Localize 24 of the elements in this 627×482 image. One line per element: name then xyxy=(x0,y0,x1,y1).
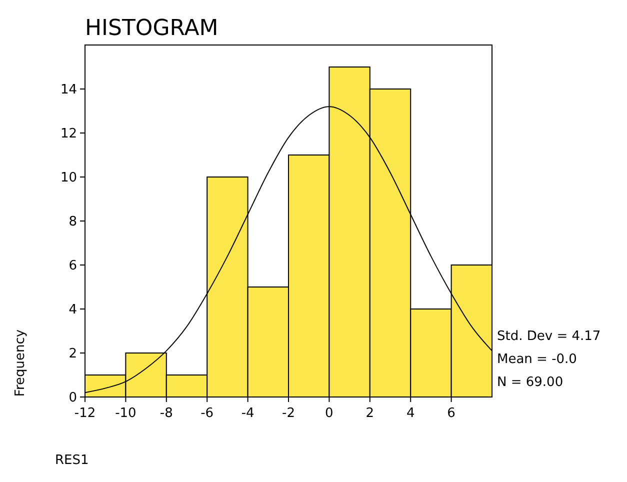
x-tick-label: -12 xyxy=(74,406,96,421)
y-tick-label: 6 xyxy=(68,258,77,274)
y-tick-label: 0 xyxy=(68,390,77,406)
x-tick-label: -2 xyxy=(282,406,295,421)
x-tick-label: -6 xyxy=(200,406,214,421)
x-tick-label: 4 xyxy=(406,406,415,421)
y-tick-label: 14 xyxy=(60,82,77,98)
chart-title: HISTOGRAM xyxy=(85,16,218,41)
y-tick-label: 12 xyxy=(60,126,77,142)
y-tick-label: 8 xyxy=(68,214,77,230)
x-tick-label: 6 xyxy=(447,406,456,421)
text: Mean = -0.0 xyxy=(497,352,577,367)
x-tick-label: 2 xyxy=(366,406,374,421)
x-axis-title: RES1 xyxy=(55,453,89,468)
text: N = 69.00 xyxy=(497,375,564,390)
x-tick-label: -4 xyxy=(241,406,254,421)
text: Std. Dev = 4.17 xyxy=(497,329,601,344)
y-tick-label: 4 xyxy=(68,302,77,318)
y-tick-label: 2 xyxy=(68,346,77,362)
x-tick-label: 0 xyxy=(325,406,334,421)
x-tick-label: -8 xyxy=(160,406,173,421)
x-tick-label: -10 xyxy=(115,406,136,421)
y-axis-title: Frequency xyxy=(13,329,28,397)
y-tick-label: 10 xyxy=(60,170,77,186)
